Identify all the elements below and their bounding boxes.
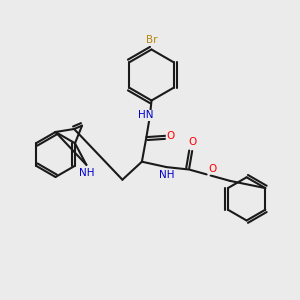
- Text: NH: NH: [79, 168, 95, 178]
- Text: Br: Br: [146, 35, 157, 45]
- Text: O: O: [208, 164, 216, 174]
- Text: HN: HN: [138, 110, 153, 121]
- Text: NH: NH: [159, 170, 175, 181]
- Text: O: O: [166, 130, 175, 141]
- Text: O: O: [188, 137, 197, 147]
